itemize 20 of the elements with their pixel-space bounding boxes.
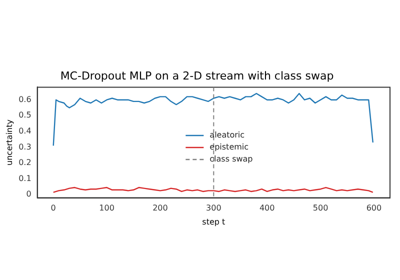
y-tick-label: 0 (26, 190, 32, 199)
legend-label: aleatoric (210, 130, 245, 140)
x-tick-label: 600 (366, 204, 382, 213)
x-tick-label: 300 (206, 204, 222, 213)
chart-title: MC-Dropout MLP on a 2-D stream with class swap (60, 69, 334, 82)
y-tick-label: 0.2 (18, 158, 32, 168)
legend-label: epistemic (210, 142, 249, 152)
x-tick-label: 100 (99, 204, 114, 213)
y-axis-title: uncertainty (4, 119, 14, 166)
x-tick-label: 400 (259, 204, 275, 213)
y-tick-label: 0.6 (18, 94, 32, 104)
x-tick-label: 200 (152, 204, 168, 213)
y-tick-label: 0.3 (18, 142, 32, 152)
x-axis-title: step t (202, 217, 226, 226)
y-tick-label: 0.4 (18, 126, 32, 136)
x-tick-label: 0 (50, 204, 56, 213)
ref-line-label: class swap (210, 154, 253, 164)
x-tick-label: 500 (312, 204, 328, 213)
y-tick-label: 0.5 (18, 110, 32, 120)
y-tick-label: 0.1 (18, 174, 32, 183)
